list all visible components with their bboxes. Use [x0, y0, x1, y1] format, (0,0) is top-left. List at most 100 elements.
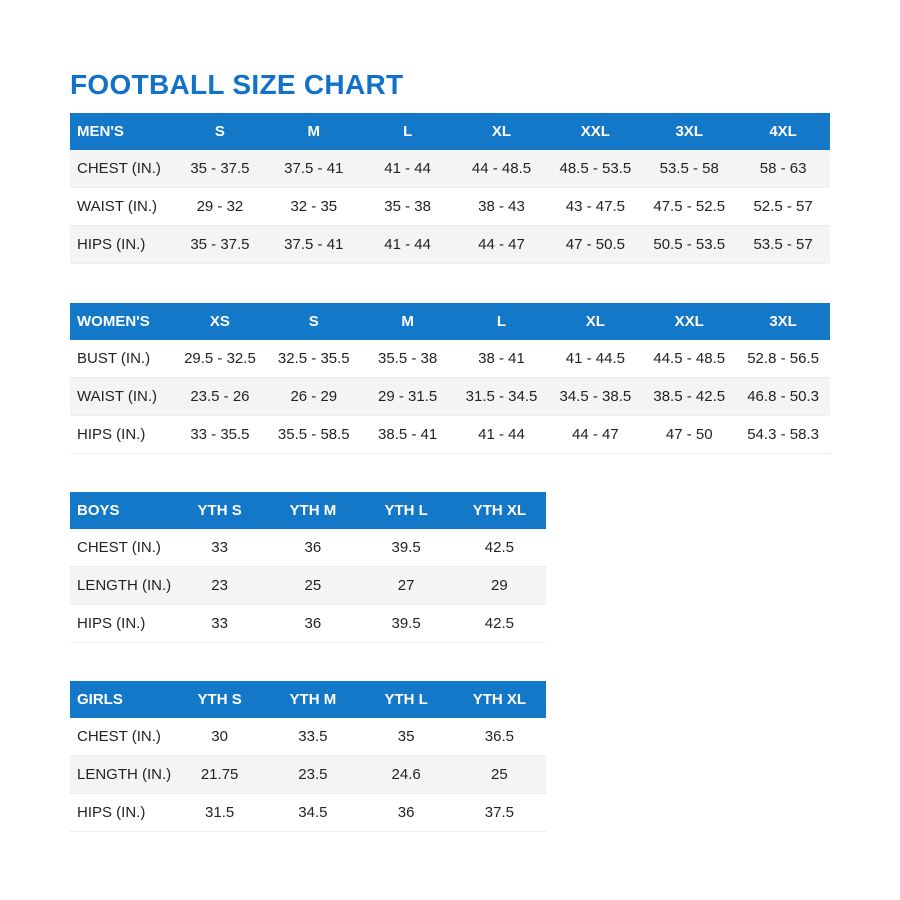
measurement-value-cell: 35 - 37.5 [190, 236, 250, 253]
measurement-row: HIPS (IN.) 33 - 35.5 35.5 - 58.5 38.5 - 41 4… [70, 416, 830, 454]
measurement-value-cell: 37.5 [484, 804, 514, 821]
measurement-row-label: HIPS (IN.) [77, 236, 146, 253]
measurement-value-cell: 52.5 - 57 [753, 198, 813, 215]
measurement-value-cell: 32.5 - 35.5 [277, 350, 350, 367]
measurement-value-cell: 33 [211, 615, 228, 632]
measurement-row: HIPS (IN.) 33 36 39.5 42.5 [70, 605, 546, 643]
size-column-header: M [307, 123, 321, 140]
mens-header-row: MEN'S S M L XL XXL 3XL 4XL [70, 113, 830, 150]
measurement-value-cell: 41 - 44.5 [565, 350, 625, 367]
size-column-header: 4XL [769, 123, 797, 140]
size-column-header: 3XL [675, 123, 703, 140]
measurement-row-label: BUST (IN.) [77, 350, 151, 367]
measurement-value-cell: 54.3 - 58.3 [747, 426, 819, 443]
measurement-value-cell: 34.5 [298, 804, 328, 821]
measurement-row-label: LENGTH (IN.) [77, 766, 172, 783]
measurement-row-label: CHEST (IN.) [77, 539, 161, 556]
measurement-value-cell: 33 - 35.5 [190, 426, 250, 443]
size-column-header: XXL [580, 123, 610, 140]
boys-table-title: BOYS [77, 502, 120, 519]
size-table-girls: GIRLS YTH S YTH M YTH L YTH XL CHEST (IN.) 30 3… [70, 681, 546, 832]
measurement-value-cell: 39.5 [391, 539, 421, 556]
measurement-value-cell: 52.8 - 56.5 [747, 350, 819, 367]
measurement-row-label: HIPS (IN.) [77, 804, 146, 821]
measurement-value-cell: 29 - 32 [196, 198, 244, 215]
measurement-value-cell: 35 [397, 728, 415, 745]
measurement-row-label: WAIST (IN.) [77, 388, 157, 405]
measurement-row: CHEST (IN.) 35 - 37.5 37.5 - 41 41 - 44 44 -… [70, 150, 830, 188]
size-column-header: M [401, 313, 414, 330]
size-column-header: XL [585, 313, 605, 330]
measurement-value-cell: 58 - 63 [759, 160, 807, 177]
measurement-value-cell: 24.6 [391, 766, 421, 783]
measurement-value-cell: 33 [211, 539, 228, 556]
measurement-value-cell: 48.5 - 53.5 [559, 160, 632, 177]
measurement-row-label: HIPS (IN.) [77, 426, 146, 443]
measurement-value-cell: 35 - 37.5 [190, 160, 250, 177]
size-column-header: 3XL [769, 313, 797, 330]
measurement-value-cell: 31.5 - 34.5 [465, 388, 538, 405]
measurement-value-cell: 44 - 48.5 [471, 160, 532, 177]
measurement-value-cell: 36 [304, 615, 322, 632]
size-column-header: YTH S [197, 691, 242, 708]
measurement-value-cell: 26 - 29 [290, 388, 338, 405]
page-title: FOOTBALL SIZE CHART [70, 68, 404, 100]
measurement-value-cell: 37.5 - 41 [284, 160, 344, 177]
size-column-header: S [308, 313, 319, 330]
girls-table-title: GIRLS [77, 691, 123, 708]
measurement-row: LENGTH (IN.) 23 25 27 29 [70, 567, 546, 605]
measurement-row: WAIST (IN.) 23.5 - 26 26 - 29 29 - 31.5 31.5… [70, 378, 830, 416]
measurement-value-cell: 44 - 47 [572, 426, 619, 443]
measurement-value-cell: 33.5 [298, 728, 328, 745]
measurement-value-cell: 47 - 50.5 [565, 236, 625, 253]
size-table-mens: MEN'S S M L XL XXL 3XL 4XL CHEST (IN.) 35 - 37.5 3… [70, 113, 830, 264]
measurement-value-cell: 38 - 43 [478, 198, 525, 215]
size-column-header: XXL [674, 313, 704, 330]
size-table-boys: BOYS YTH S YTH M YTH L YTH XL CHEST (IN.) 33 36… [70, 492, 546, 643]
size-column-header: YTH L [384, 691, 428, 708]
size-column-header: YTH M [289, 691, 337, 708]
measurement-row: CHEST (IN.) 30 33.5 35 36.5 [70, 718, 546, 756]
measurement-row-label: HIPS (IN.) [77, 615, 146, 632]
size-column-header: YTH L [384, 502, 428, 519]
measurement-row: BUST (IN.) 29.5 - 32.5 32.5 - 35.5 35.5 - 3… [70, 340, 830, 378]
measurement-value-cell: 50.5 - 53.5 [653, 236, 726, 253]
measurement-row: LENGTH (IN.) 21.75 23.5 24.6 25 [70, 756, 546, 794]
measurement-value-cell: 21.75 [200, 766, 239, 783]
boys-header-row: BOYS YTH S YTH M YTH L YTH XL [70, 492, 546, 529]
measurement-value-cell: 37.5 - 41 [284, 236, 344, 253]
size-column-header: XS [209, 313, 230, 330]
measurement-value-cell: 31.5 [205, 804, 235, 821]
size-column-header: L [496, 313, 507, 330]
measurement-value-cell: 23.5 [298, 766, 328, 783]
measurement-value-cell: 29.5 - 32.5 [184, 350, 256, 367]
womens-table-title: WOMEN'S [77, 313, 150, 330]
measurement-row: HIPS (IN.) 31.5 34.5 36 37.5 [70, 794, 546, 832]
size-column-header: YTH XL [472, 502, 527, 519]
measurement-value-cell: 38.5 - 42.5 [653, 388, 726, 405]
measurement-value-cell: 36 [397, 804, 415, 821]
mens-table-title: MEN'S [77, 123, 124, 140]
measurement-value-cell: 25 [304, 577, 322, 594]
measurement-value-cell: 47 - 50 [665, 426, 713, 443]
measurement-value-cell: 36.5 [484, 728, 514, 745]
size-column-header: L [403, 123, 413, 140]
measurement-row: HIPS (IN.) 35 - 37.5 37.5 - 41 41 - 44 44 - … [70, 226, 830, 264]
measurement-row: WAIST (IN.) 29 - 32 32 - 35 35 - 38 38 - 43 4… [70, 188, 830, 226]
measurement-value-cell: 44 - 47 [478, 236, 525, 253]
measurement-value-cell: 39.5 [391, 615, 421, 632]
measurement-value-cell: 46.8 - 50.3 [747, 388, 819, 405]
measurement-value-cell: 42.5 [484, 539, 514, 556]
measurement-value-cell: 25 [491, 766, 508, 783]
measurement-value-cell: 41 - 44 [384, 160, 431, 177]
measurement-value-cell: 42.5 [484, 615, 514, 632]
measurement-value-cell: 43 - 47.5 [565, 198, 625, 215]
measurement-value-cell: 41 - 44 [478, 426, 525, 443]
measurement-row-label: WAIST (IN.) [77, 198, 157, 215]
measurement-value-cell: 36 [304, 539, 322, 556]
measurement-value-cell: 32 - 35 [290, 198, 338, 215]
measurement-value-cell: 44.5 - 48.5 [653, 350, 726, 367]
measurement-value-cell: 35.5 - 58.5 [277, 426, 350, 443]
size-column-header: S [214, 123, 225, 140]
